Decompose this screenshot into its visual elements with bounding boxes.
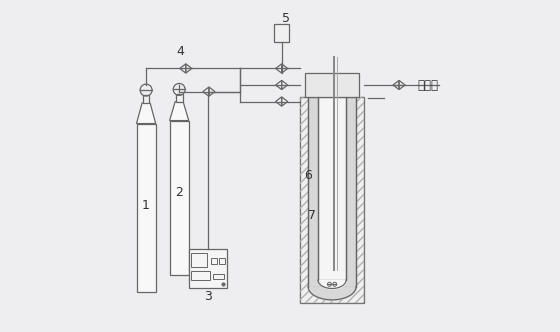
- Bar: [189, 249, 227, 288]
- Text: 3: 3: [204, 290, 212, 303]
- Text: 4: 4: [176, 45, 184, 58]
- Text: 1: 1: [142, 199, 150, 212]
- Bar: [308, 97, 356, 287]
- Bar: [192, 271, 210, 280]
- Bar: [318, 97, 346, 280]
- Bar: [170, 121, 189, 275]
- Bar: [300, 97, 365, 303]
- Bar: [192, 253, 207, 267]
- Bar: [137, 124, 156, 291]
- Bar: [213, 274, 224, 279]
- Text: 5: 5: [282, 12, 290, 25]
- Text: 2: 2: [175, 186, 183, 199]
- Polygon shape: [170, 102, 189, 121]
- Bar: [143, 95, 150, 103]
- Bar: [219, 258, 226, 264]
- Bar: [305, 73, 360, 97]
- Text: 冷却水: 冷却水: [417, 79, 438, 92]
- Text: 6: 6: [304, 169, 312, 182]
- Bar: [300, 97, 365, 303]
- Text: 7: 7: [309, 209, 316, 222]
- Bar: [274, 24, 289, 42]
- Bar: [211, 258, 217, 264]
- Polygon shape: [137, 103, 156, 124]
- Bar: [176, 94, 183, 102]
